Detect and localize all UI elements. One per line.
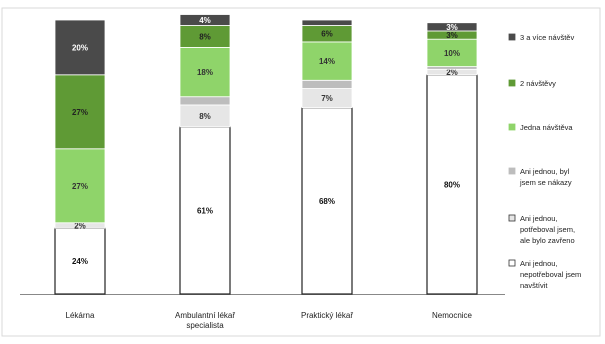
legend-label: Ani jednou, [520,214,558,223]
bar-segment [179,96,231,106]
bar-segment [54,148,106,224]
legend-swatch [508,123,516,131]
data-label: 8% [199,112,211,121]
data-label: 10% [444,49,460,58]
bar-segment [54,19,106,76]
bar-segment [426,38,478,67]
bar-segment [54,74,106,150]
data-label: 8% [199,32,211,41]
plot-area: 24% 2% 27% 27% 20% 61% 8% 18% 8% 4% 68% 7% 14% 6% 80% 2… [20,14,505,295]
legend-label: potřeboval jsem, [520,225,575,234]
data-label: 3% [446,23,458,32]
legend-swatch [508,214,516,222]
data-label: 2% [74,222,86,231]
data-label: 18% [197,68,213,77]
data-label: 80% [444,180,460,189]
legend-label: 2 návštěvy [520,79,556,88]
category-label: Ambulantní lékař [175,311,235,320]
data-label: 68% [319,197,335,206]
data-label: 20% [72,43,88,52]
legend-label: jsem se nákazy [519,178,572,187]
data-label: 7% [321,94,333,103]
bar-segment [426,22,478,32]
bar-segment [179,14,231,26]
bar-segment [301,41,353,81]
legend-swatch [508,259,516,267]
bar-segment [426,66,478,70]
legend-label: 3 a více návštěv [520,33,574,42]
category-label: Nemocnice [432,311,473,320]
data-label: 24% [72,257,88,266]
data-label: 14% [319,57,335,66]
category-label: specialista [186,321,224,330]
data-label: 6% [321,30,333,39]
bar-segment [301,79,353,89]
data-label: 3% [446,31,458,40]
category-label: Praktický lékař [301,311,353,320]
legend-label: nepotřeboval jsem [520,270,581,279]
bar-segment [179,47,231,98]
category-label: Lékárna [66,311,95,320]
bar-segment [301,107,353,295]
legend: 3 a více návštěv 2 návštěvy Jedna návštěva… [508,33,581,290]
data-label: 61% [197,206,213,215]
data-label: 4% [199,16,211,25]
legend-swatch [508,79,516,87]
legend-swatch [508,167,516,175]
legend-label: Jedna návštěva [520,123,573,132]
data-label: 27% [72,182,88,191]
bar-segment [179,126,231,295]
bar-segment [426,74,478,295]
legend-label: navštívit [520,281,548,290]
legend-label: Ani jednou, [520,259,558,268]
bar-segment [301,19,353,26]
data-label: 2% [446,68,458,77]
legend-label: ale bylo zavřeno [520,236,575,245]
legend-swatch [508,33,516,41]
data-label: 27% [72,108,88,117]
bar-segment [54,227,106,295]
legend-label: Ani jednou, byl [520,167,570,176]
